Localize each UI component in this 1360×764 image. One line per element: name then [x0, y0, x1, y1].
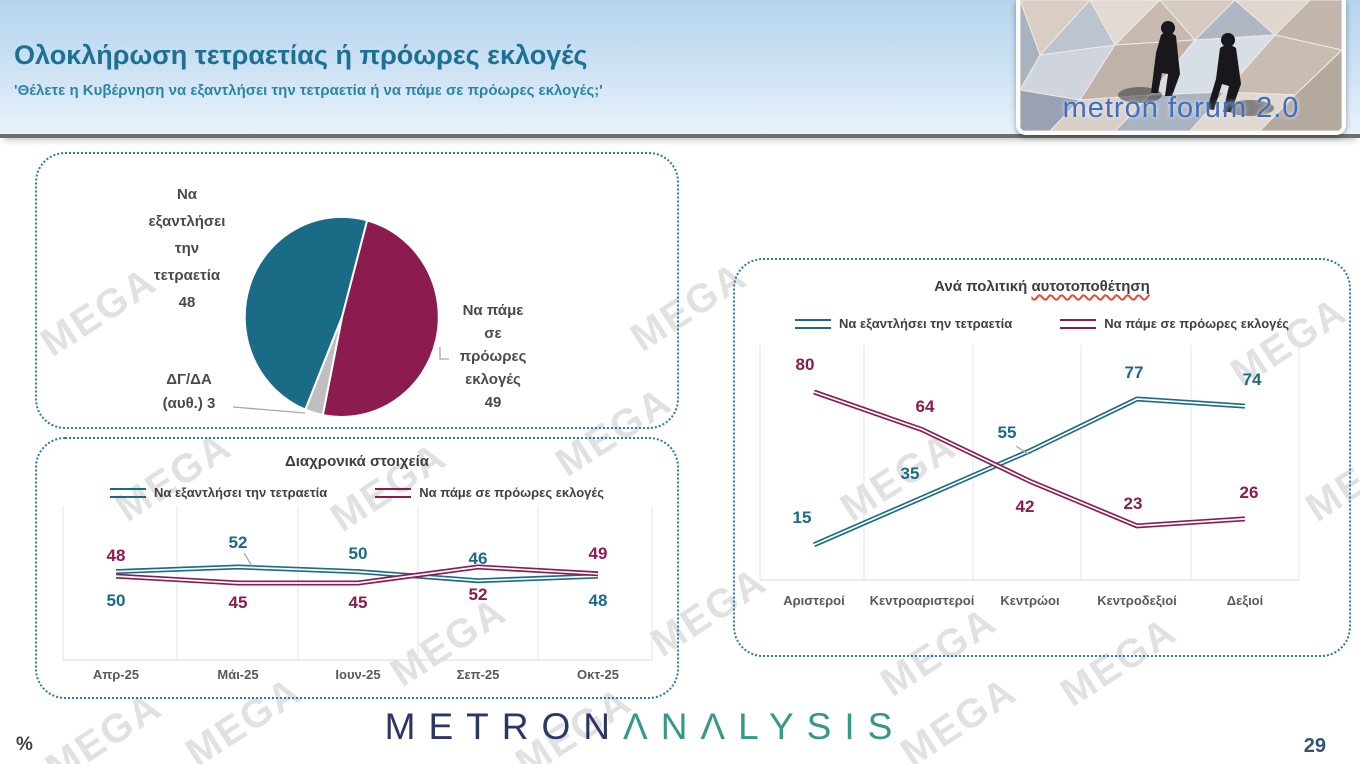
pie-label-line: τετραετία	[153, 267, 221, 284]
metron-analysis-logo: METRONΛNΛLYSIS	[0, 706, 1290, 748]
political-title-prefix: Ανά πολιτική	[934, 278, 1032, 295]
data-label: 26	[1240, 483, 1259, 502]
category-label: Απρ-25	[93, 667, 139, 682]
page-title: Ολοκλήρωση τετραετίας ή πρόωρες εκλογές	[14, 40, 588, 70]
legend-label: Να πάμε σε πρόωρες εκλογές	[1104, 316, 1290, 331]
pie-slice-label: Να πάμε σε πρόωρες εκλογές 49	[429, 299, 557, 414]
category-label: Κεντρώοι	[1000, 593, 1060, 608]
trend-line-chart: Απρ-25 Μάι-25 Ιουν-25 Σεπ-25 Οκτ-25 50 52 50 46 4…	[62, 507, 653, 682]
series-line-inner	[115, 566, 599, 582]
pie-label-line: Να πάμε	[462, 302, 524, 319]
category-label: Σεπ-25	[457, 667, 500, 682]
legend-item-crimson: Να πάμε σε πρόωρες εκλογές	[375, 485, 604, 500]
trend-chart-title: Διαχρονικά στοιχεία	[284, 453, 430, 470]
trend-legend: Να εξαντλήσει την τετραετία Να πάμε σε π…	[37, 485, 677, 500]
data-label: 52	[229, 533, 248, 552]
data-label: 23	[1124, 494, 1143, 513]
legend-item-teal: Να εξαντλήσει την τετραετία	[794, 316, 1013, 331]
series-line-inner	[813, 391, 1246, 527]
data-label: 48	[107, 546, 126, 565]
teal-line-swatch	[794, 318, 831, 329]
data-label: 49	[589, 544, 608, 563]
label-leader-line	[232, 406, 306, 414]
pie-label-line: εκλογές	[465, 371, 521, 388]
pie-chart-panel: Να εξαντλήσει την τετραετία 48 Να πάμε σε πρόωρ…	[35, 152, 679, 429]
category-label: Οκτ-25	[577, 667, 619, 682]
political-line-chart: Αριστεροί Κεντροαριστεροί Κεντρώοι Κεντροδε…	[759, 345, 1300, 608]
data-label: 74	[1243, 370, 1262, 389]
category-label: Μάι-25	[217, 667, 258, 682]
metron-forum-logo: metron forum 2.0	[1016, 0, 1346, 135]
data-label: 45	[349, 593, 368, 612]
legend-label: Να εξαντλήσει την τετραετία	[838, 316, 1013, 331]
pie-label-line: Να	[176, 186, 198, 203]
data-label: 46	[469, 549, 488, 568]
pie-label-line: ΔΓ/ΔΑ	[166, 371, 212, 388]
label-leader-line	[439, 347, 449, 360]
label-leader-line	[1015, 445, 1029, 455]
category-label: Δεξιοί	[1227, 593, 1264, 608]
political-title-underlined: αυτοτοποθέτηση	[1031, 278, 1150, 295]
category-label: Κεντροαριστεροί	[870, 593, 975, 608]
data-label: 52	[469, 585, 488, 604]
crimson-line-swatch	[1060, 318, 1097, 329]
political-legend: Να εξαντλήσει την τετραετία Να πάμε σε π…	[735, 316, 1349, 331]
data-label: 55	[998, 423, 1017, 442]
trend-chart-panel: Διαχρονικά στοιχεία Να εξαντλήσει την τε…	[35, 437, 679, 699]
page-subtitle: 'Θέλετε η Κυβέρνηση να εξαντλήσει την τε…	[14, 82, 603, 99]
pie-label-line: (αυθ.) 3	[162, 395, 216, 412]
data-label: 50	[107, 591, 126, 610]
data-label: 64	[916, 397, 935, 416]
pie-label-line: πρόωρες	[459, 348, 527, 365]
data-label: 35	[901, 464, 920, 483]
series-line-inner	[115, 566, 599, 584]
pie-chart	[232, 215, 449, 418]
pie-slice-label: Να εξαντλήσει την τετραετία 48	[127, 181, 247, 316]
legend-item-teal: Να εξαντλήσει την τετραετία	[109, 485, 328, 500]
data-label: 80	[796, 355, 815, 374]
pie-slice-crimson	[321, 219, 440, 418]
metron-forum-logo-text: metron forum 2.0	[1062, 92, 1300, 124]
political-chart-panel: Ανά πολιτική αυτοτοποθέτηση Να εξαντλήσε…	[733, 258, 1351, 657]
brand-analysis: ΛNΛLYSIS	[623, 706, 906, 747]
series-line-inner	[813, 398, 1246, 546]
legend-item-crimson: Να πάμε σε πρόωρες εκλογές	[1060, 316, 1289, 331]
data-label: 15	[793, 508, 812, 527]
people-silhouettes	[1118, 21, 1274, 116]
category-label: Ιουν-25	[335, 667, 380, 682]
data-label: 42	[1016, 497, 1035, 516]
mosaic-photo	[1020, 0, 1342, 131]
legend-label: Να εξαντλήσει την τετραετία	[153, 485, 328, 500]
percent-unit-label: %	[16, 734, 33, 755]
data-label: 77	[1125, 363, 1144, 382]
legend-label: Να πάμε σε πρόωρες εκλογές	[419, 485, 605, 500]
pie-label-line: 49	[484, 394, 502, 411]
crimson-line-swatch	[375, 487, 412, 498]
pie-slice-label: ΔΓ/ΔΑ (αυθ.) 3	[129, 368, 249, 416]
brand-metron: METRON	[384, 706, 623, 747]
data-label: 50	[349, 544, 368, 563]
political-chart-title: Ανά πολιτική αυτοτοποθέτηση	[735, 278, 1349, 295]
data-label: 48	[589, 591, 608, 610]
category-label: Κεντροδεξιοί	[1097, 593, 1177, 608]
category-label: Αριστεροί	[783, 593, 845, 608]
data-label: 45	[229, 593, 248, 612]
pie-label-line: σε	[484, 325, 502, 342]
label-leader-line	[243, 552, 253, 567]
pie-label-line: την	[174, 240, 200, 257]
pie-label-line: 48	[178, 294, 196, 311]
teal-line-swatch	[109, 487, 146, 498]
pie-slice-teal	[243, 215, 369, 411]
page-number: 29	[1303, 735, 1326, 757]
pie-label-line: εξαντλήσει	[148, 213, 226, 230]
